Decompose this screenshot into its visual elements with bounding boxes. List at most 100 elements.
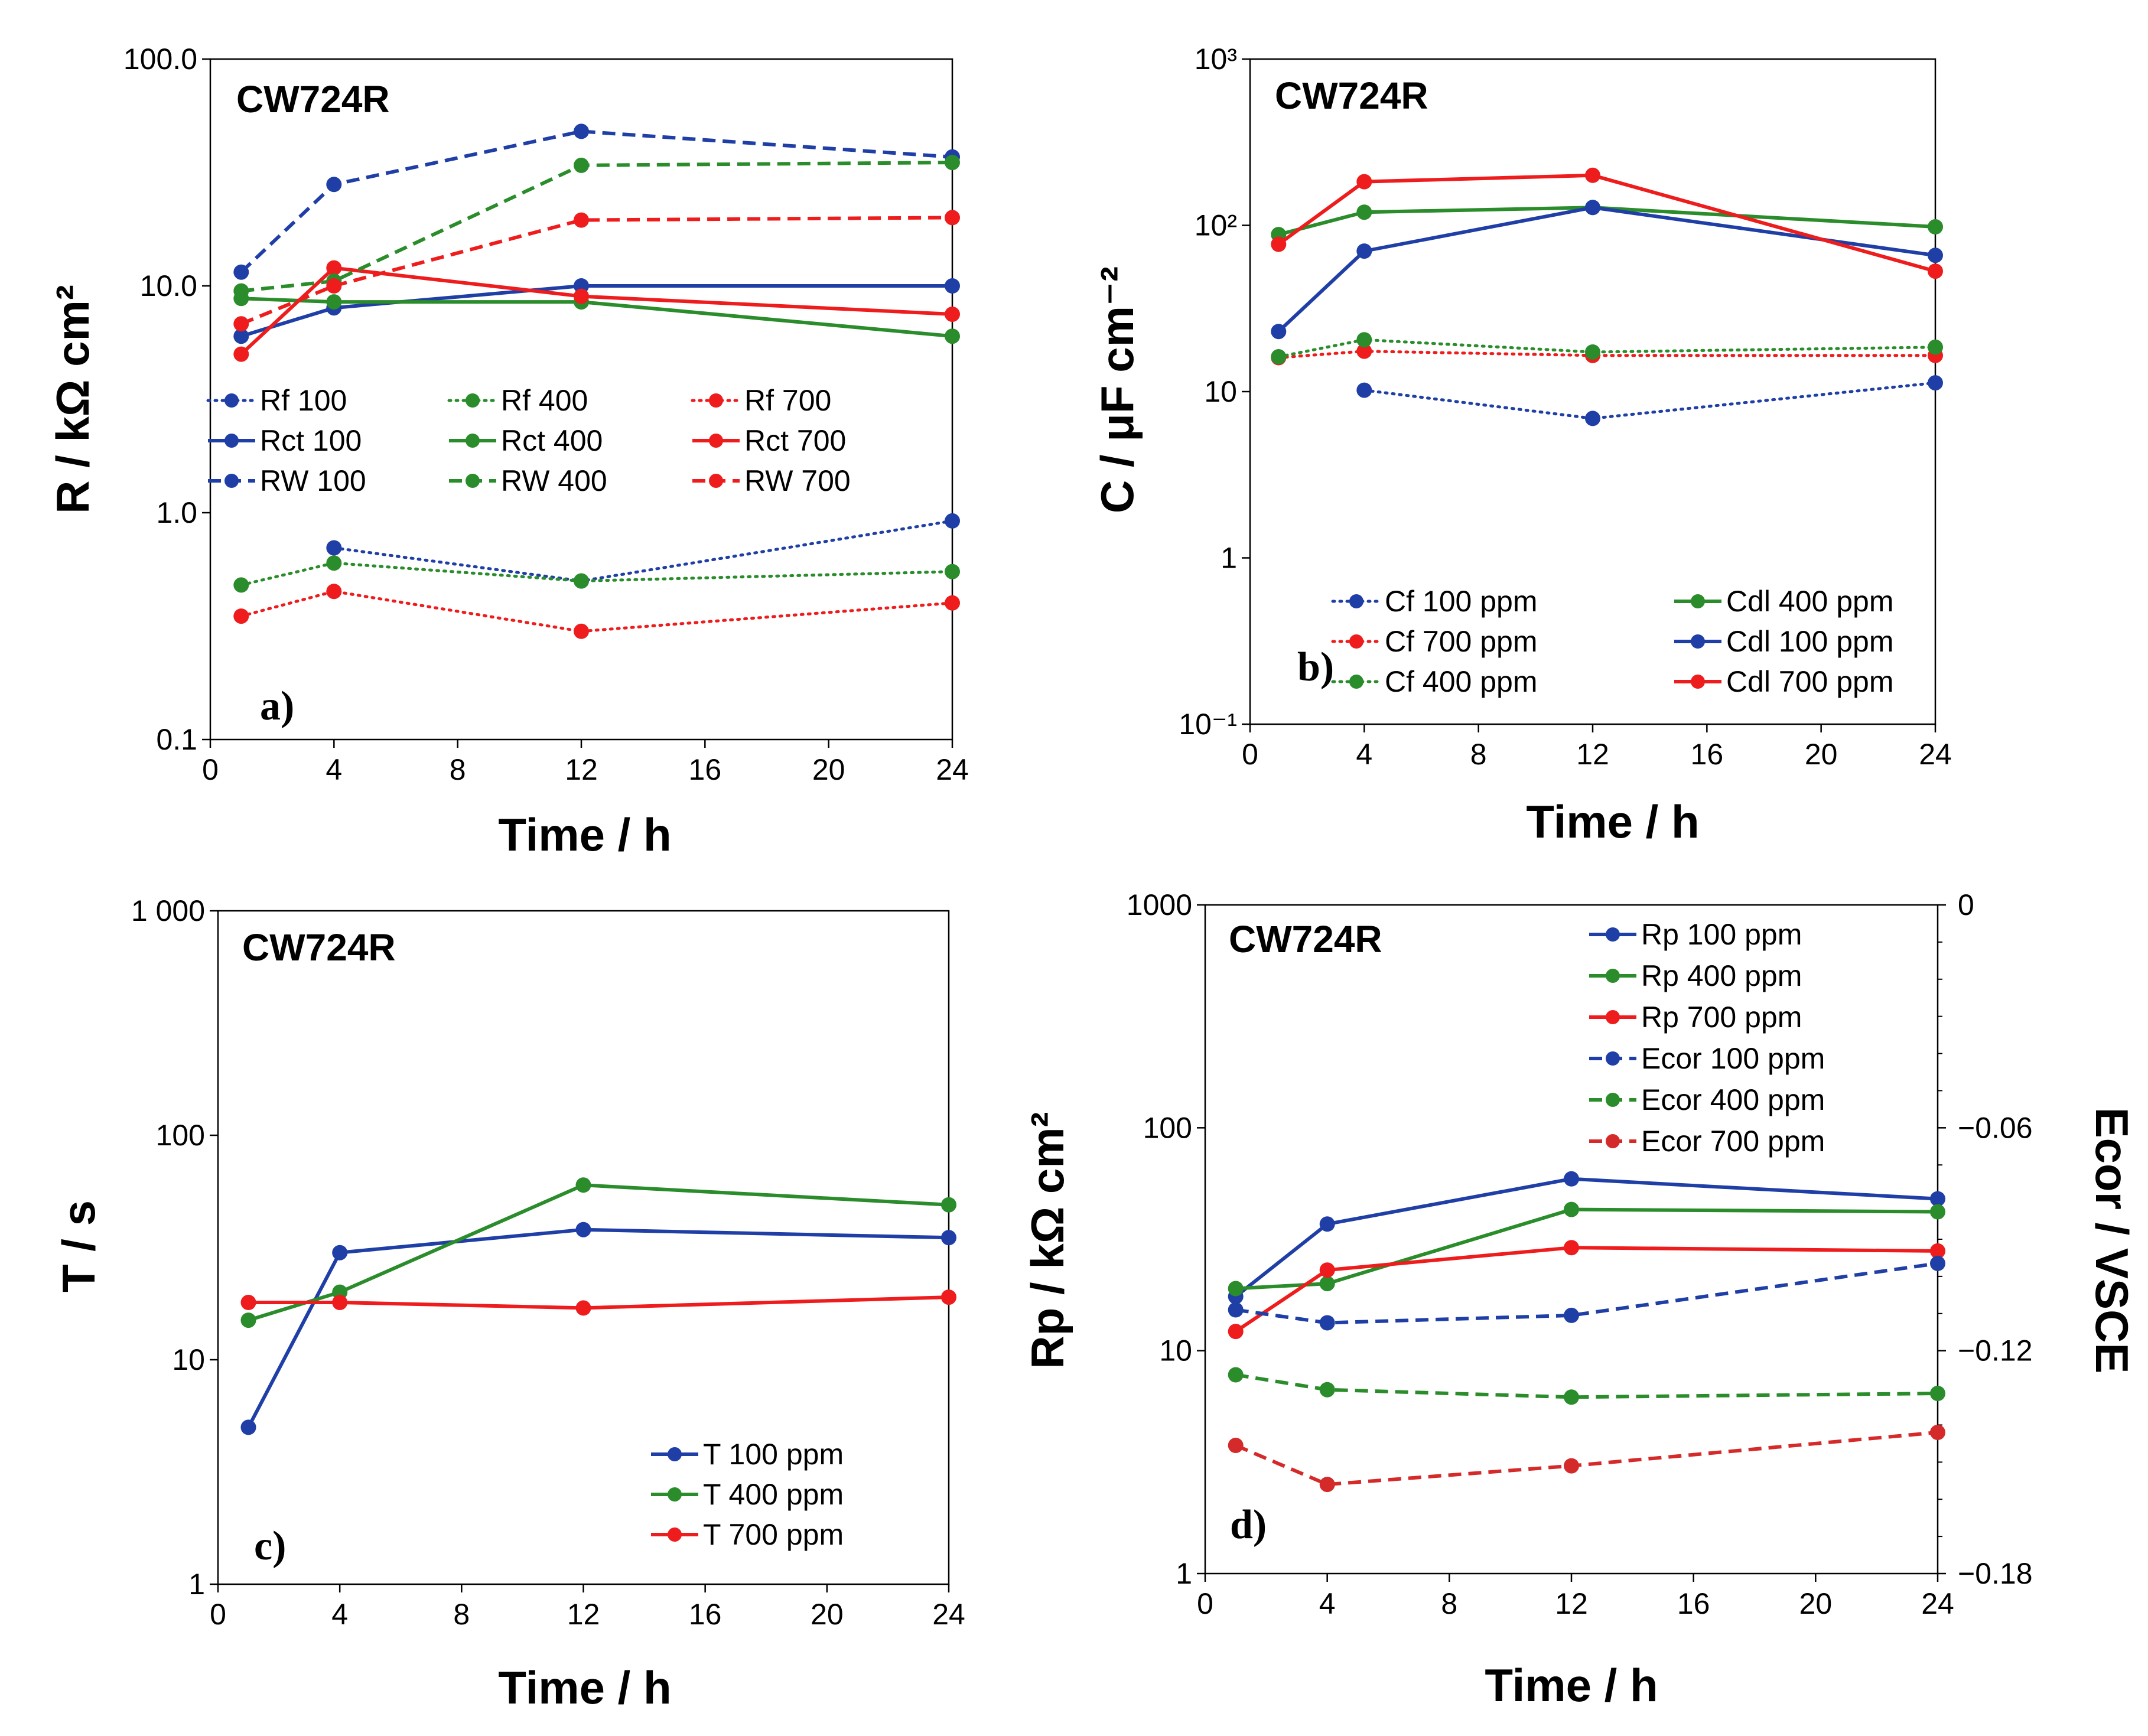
data-point (1585, 411, 1600, 426)
series-line (248, 1295, 949, 1310)
legend-label: Rf 700 (744, 384, 831, 417)
data-point (233, 577, 249, 593)
x-tick-label: 20 (1805, 738, 1838, 771)
series-line (240, 284, 952, 338)
data-point (1271, 349, 1287, 364)
legend: Rp 100 ppm Rp 400 ppm Rp 700 ppm Ecor 100 p… (1589, 918, 1825, 1158)
series-line (1277, 350, 1937, 359)
series-line (1362, 381, 1937, 420)
data-point (574, 157, 589, 173)
x-axis-title: Time / h (498, 1662, 671, 1714)
data-point (1928, 375, 1943, 391)
legend-label: Rp 700 ppm (1641, 1001, 1802, 1034)
data-point (574, 573, 589, 589)
panel-label: b) (1297, 644, 1334, 690)
y-axis-title: R / kΩ cm² (47, 285, 99, 514)
series-rf-700 (233, 584, 960, 639)
data-point (240, 1295, 256, 1310)
data-point (1319, 1276, 1335, 1292)
y-tick-label: 10² (1195, 209, 1237, 242)
sample-tag: CW724R (242, 926, 396, 969)
legend-label: Ecor 700 ppm (1641, 1125, 1825, 1158)
panel-label: c) (254, 1523, 286, 1569)
data-point (1319, 1216, 1335, 1232)
data-point (1228, 1302, 1244, 1318)
legend-marker (1691, 594, 1705, 608)
x-axis-title: Time / h (1485, 1659, 1658, 1711)
y2-tick-label: −0.18 (1958, 1557, 2033, 1590)
legend-marker (709, 393, 723, 408)
series-line (1235, 1431, 1938, 1487)
data-point (1356, 343, 1372, 359)
data-point (1228, 1281, 1244, 1297)
legend-marker (668, 1527, 682, 1542)
legend-marker (668, 1447, 682, 1461)
data-point (233, 264, 249, 280)
y-tick-label: 10³ (1195, 43, 1237, 76)
y-axis-title: C / μF cm⁻² (1091, 266, 1143, 513)
data-point (945, 210, 960, 226)
x-tick-label: 4 (1319, 1587, 1336, 1620)
x-tick-label: 24 (932, 1598, 965, 1631)
x-tick-label: 0 (202, 753, 219, 786)
legend-label: Rct 400 (501, 424, 603, 457)
data-point (1228, 1367, 1244, 1383)
x-tick-label: 12 (567, 1598, 600, 1631)
series-rp-700-ppm (1228, 1240, 1945, 1340)
y-tick-label: 1 (1221, 542, 1237, 575)
legend-label: Rf 400 (501, 384, 588, 417)
series-line (240, 129, 953, 273)
x-tick-label: 16 (689, 1598, 722, 1631)
y2-tick-label: 0 (1958, 888, 1974, 921)
legend-marker (1349, 634, 1363, 649)
data-point (1319, 1262, 1335, 1278)
legend-label: Rp 400 ppm (1641, 959, 1802, 992)
data-point (1930, 1255, 1945, 1271)
data-point (1356, 382, 1372, 398)
panel-label: a) (260, 683, 294, 729)
series-ecor-700-ppm (1228, 1425, 1945, 1493)
data-point (945, 307, 960, 322)
y-tick-label: 1000 (1127, 888, 1192, 921)
legend-marker (709, 474, 723, 488)
x-tick-label: 24 (1921, 1587, 1954, 1620)
legend-marker (1606, 969, 1620, 983)
legend-marker (1691, 675, 1705, 689)
data-point (233, 283, 249, 299)
data-point (332, 1245, 348, 1261)
y-tick-label: 10 (1204, 375, 1237, 408)
series-cdl-100-ppm (1271, 200, 1943, 340)
series-ecor-400-ppm (1228, 1367, 1945, 1405)
x-tick-label: 12 (565, 753, 598, 786)
legend-marker (1606, 1010, 1620, 1024)
data-point (240, 1312, 256, 1328)
data-point (575, 1177, 591, 1193)
legend-marker (224, 434, 239, 448)
x-tick-label: 4 (1356, 738, 1372, 771)
data-point (1271, 236, 1287, 252)
data-point (1564, 1389, 1579, 1405)
data-point (1928, 219, 1943, 234)
x-tick-label: 16 (1677, 1587, 1710, 1620)
series-line (240, 266, 953, 356)
data-point (945, 564, 960, 579)
series-line (1277, 338, 1937, 359)
x-tick-label: 20 (812, 753, 845, 786)
legend-marker (1606, 1051, 1620, 1066)
data-point (1564, 1240, 1579, 1256)
data-point (233, 328, 249, 344)
series-cdl-700-ppm (1271, 167, 1943, 279)
data-point (240, 1419, 256, 1435)
y-axis-title: T / s (53, 1200, 105, 1292)
data-point (1564, 1458, 1579, 1474)
series-ecor-100-ppm (1228, 1255, 1945, 1331)
series-line (239, 561, 954, 587)
y-tick-label: 100 (1143, 1111, 1192, 1144)
legend-marker (466, 434, 480, 448)
legend-marker (224, 393, 239, 408)
sample-tag: CW724R (1229, 918, 1382, 960)
data-point (575, 1222, 591, 1237)
sample-tag: CW724R (236, 78, 390, 120)
legend-label: Ecor 100 ppm (1641, 1042, 1825, 1075)
x-tick-label: 8 (453, 1598, 470, 1631)
